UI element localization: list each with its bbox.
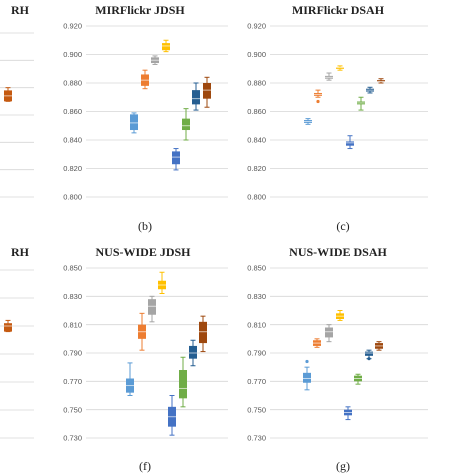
chart-b-ytick-label: 0.840: [63, 136, 82, 145]
chart-f-ytick-label: 0.830: [63, 292, 82, 301]
chart-b-box-1-box: [130, 114, 138, 131]
chart-g-ytick-label: 0.830: [247, 292, 266, 301]
chart-c-box-2-outlier: [316, 99, 320, 104]
chart-c-ytick-label: 0.880: [247, 79, 266, 88]
chart-g-ytick-label: 0.790: [247, 349, 266, 358]
chart-b-title: MIRFlickr JDSH: [95, 3, 185, 17]
chart-g-box-7-outlier: [367, 357, 371, 361]
chart-f-box-6-box: [179, 370, 187, 399]
chart-c-ytick-label: 0.820: [247, 164, 266, 173]
chart-c-ytick-label: 0.840: [247, 136, 266, 145]
chart-b-ytick-label: 0.820: [63, 164, 82, 173]
chart-f-box-8-box: [199, 321, 207, 344]
chart-e-title: RH: [11, 245, 30, 259]
chart-f-caption: (f): [139, 459, 151, 473]
chart-g-box-7-box: [365, 351, 373, 356]
chart-c-caption: (c): [336, 219, 349, 233]
chart-f-box-3-box: [148, 299, 156, 315]
chart-b-box-5-box: [172, 151, 180, 165]
chart-b-ytick-label: 0.880: [63, 79, 82, 88]
chart-f-ytick-label: 0.750: [63, 405, 82, 414]
chart-e-box-1-box: [4, 323, 12, 332]
chart-b-caption: (b): [138, 219, 152, 233]
chart-f-title: NUS-WIDE JDSH: [95, 245, 191, 259]
chart-c-box-5-box: [346, 141, 354, 146]
chart-g-ytick-label: 0.810: [247, 320, 266, 329]
chart-b-box-4-box: [162, 43, 170, 51]
chart-f-ytick-label: 0.850: [63, 264, 82, 273]
chart-a-title: RH: [11, 3, 30, 17]
chart-g-ytick-label: 0.770: [247, 377, 266, 386]
chart-g-ytick-label: 0.750: [247, 405, 266, 414]
chart-g-box-3-box: [325, 327, 333, 338]
chart-g-ytick-label: 0.850: [247, 264, 266, 273]
chart-c-box-4-box: [336, 67, 344, 69]
chart-b-ytick-label: 0.860: [63, 107, 82, 116]
chart-c-ytick-label: 0.800: [247, 193, 266, 202]
chart-c-title: MIRFlickr DSAH: [292, 3, 385, 17]
chart-c-box-8-box: [377, 80, 385, 82]
chart-b-box-8-box: [203, 83, 211, 99]
chart-b-ytick-label: 0.900: [63, 50, 82, 59]
chart-f-ytick-label: 0.770: [63, 377, 82, 386]
chart-c-ytick-label: 0.900: [247, 50, 266, 59]
chart-b-ytick-label: 0.920: [63, 22, 82, 31]
chart-b-ytick-label: 0.800: [63, 193, 82, 202]
chart-f-ytick-label: 0.810: [63, 320, 82, 329]
chart-g-box-1-outlier: [305, 359, 309, 364]
chart-g-caption: (g): [336, 459, 350, 473]
chart-g-ytick-label: 0.730: [247, 434, 266, 443]
chart-b-box-7-box: [192, 90, 200, 105]
chart-b-box-6-box: [182, 118, 190, 131]
chart-c-ytick-label: 0.920: [247, 22, 266, 31]
chart-f-box-7-box: [189, 345, 197, 359]
chart-c-ytick-label: 0.860: [247, 107, 266, 116]
chart-f-ytick-label: 0.790: [63, 349, 82, 358]
chart-g-title: NUS-WIDE DSAH: [289, 245, 387, 259]
chart-f-ytick-label: 0.730: [63, 434, 82, 443]
chart-g-box-1-box: [303, 372, 311, 383]
